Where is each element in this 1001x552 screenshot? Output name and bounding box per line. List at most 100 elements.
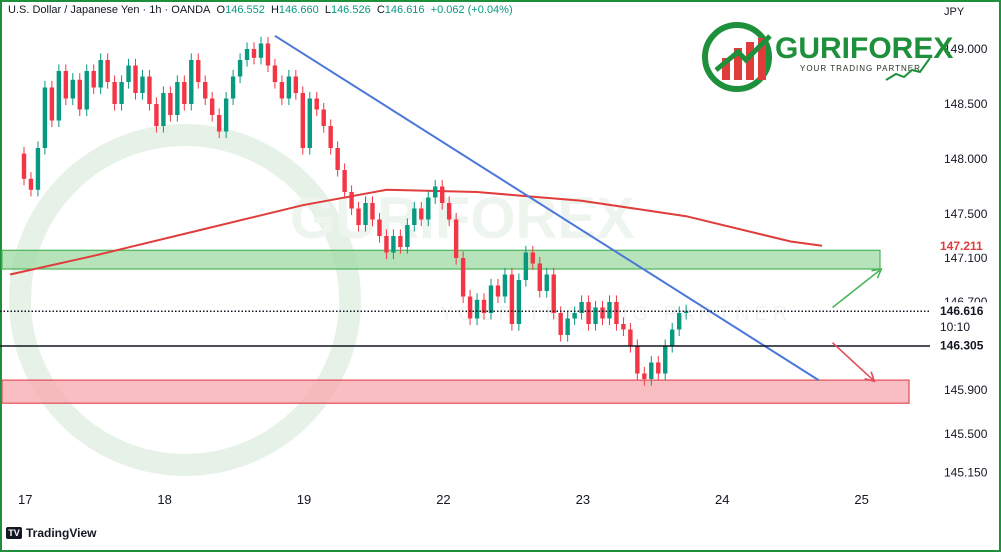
candle-body [56,71,62,121]
candle-body [161,93,166,126]
moving-average-line[interactable] [9,188,823,276]
y-tick-label: 148.500 [944,97,988,111]
candle-body [635,346,640,374]
open-label: O [216,4,226,16]
logo-tagline: YOUR TRADING PARTNER [800,64,921,73]
price-label-bg [932,236,996,254]
downtrend-line[interactable] [274,34,820,381]
logo-name: GURIFOREX [775,32,953,65]
candle-body [237,60,243,77]
change-value: +0.062 (+0.04%) [430,4,513,16]
tradingview-footer[interactable]: TV TradingView [6,526,96,540]
candle-body [398,236,403,247]
arrow-up [832,268,882,309]
candle-body [433,186,438,198]
watermark: GURIFOREX YOUR TRADING PARTNER [9,124,787,476]
candle-body [446,203,452,220]
candle-body [649,362,654,379]
logo-ring [702,22,772,92]
candle-body [676,313,682,330]
candle-body [230,76,236,99]
candle-body [474,299,480,319]
logo-arrow [714,34,772,72]
candle-body [481,299,487,313]
support-zone[interactable] [1,379,910,404]
candle-body [495,285,501,297]
x-tick-label: 23 [576,492,590,507]
price-label-last: 146.616 [940,304,984,318]
price-label-bg [932,336,996,354]
candle-body [363,203,368,225]
candle-body [600,307,605,319]
candle-body [628,329,633,346]
candle-body [488,285,494,313]
candle-body [328,126,333,148]
candle-body [530,252,536,264]
candle-body [140,76,145,93]
candle-body [314,98,319,110]
logo-bar-2 [734,48,742,80]
resistance-zone[interactable] [1,249,881,270]
candle-body [105,60,110,82]
candle-body [209,98,215,115]
candle-body [614,302,619,324]
price-label-bg [932,318,996,336]
candle-body [642,373,647,379]
arrow-down-head [864,371,876,383]
y-tick-label: 149.000 [944,42,988,56]
candle-body [168,93,173,115]
candle-body [683,311,689,313]
candle-body [663,346,668,374]
candle-body [258,43,264,58]
candle-body [509,274,515,324]
candle-body [502,274,508,297]
candle-body [384,236,389,253]
candle-body [656,362,661,374]
candle-body [49,87,55,121]
candle-body [405,225,410,247]
candle-body [112,82,117,104]
x-tick-label: 22 [436,492,450,507]
candle-body [286,76,292,99]
symbol-header: U.S. Dollar / Japanese Yen · 1h · OANDA … [8,4,513,16]
candle-body [84,71,89,110]
candle-body [28,178,34,190]
candle-body [391,236,396,253]
candle-body [42,87,48,148]
candle-body [551,274,556,313]
candle-body [216,115,222,132]
candle-body [670,329,675,346]
watermark-text: GURIFOREX [290,186,635,251]
tradingview-text: TradingView [26,526,97,540]
candle-body [63,71,69,99]
low-value: 146.526 [330,4,371,16]
candle-body [516,280,522,324]
y-tick-label: 145.500 [944,427,988,441]
x-tick-label: 25 [854,492,868,507]
logo-bar-1 [722,58,730,80]
candle-body [126,65,131,82]
open-value: 146.552 [225,4,265,16]
candle-body [370,203,375,220]
candle-body [98,60,103,88]
candle-body [572,313,577,319]
high-label: H [270,4,279,16]
price-label-countdown: 10:10 [940,320,970,334]
guriforex-logo: GURIFOREX YOUR TRADING PARTNER [702,22,953,92]
currency-label: JPY [944,6,965,18]
candle-body [440,186,445,203]
candle-body [307,98,312,148]
candle-body [300,93,305,148]
candle-body [593,307,598,324]
candle-body [293,76,299,93]
candle-body [154,104,159,126]
candle-body [453,219,459,258]
high-value: 146.660 [278,4,319,16]
price-label-ma: 147.211 [940,239,983,253]
candle-body [272,65,278,82]
candle-body [342,170,347,192]
candle-body [544,274,549,291]
tradingview-icon: TV [6,527,22,539]
